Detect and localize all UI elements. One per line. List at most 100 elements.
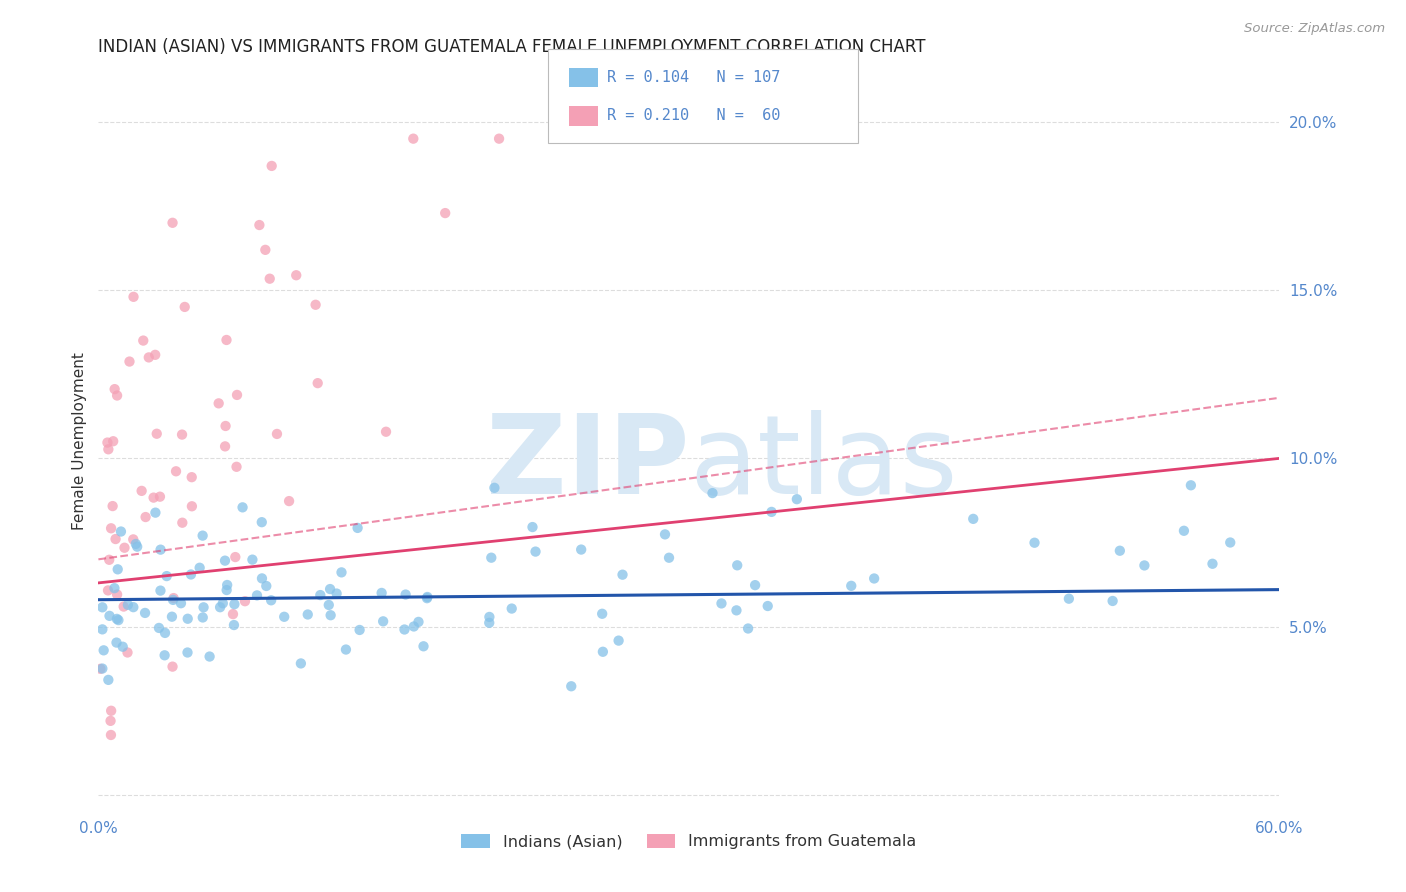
Point <box>285 268 308 283</box>
Point <box>259 271 281 285</box>
Point <box>408 615 430 629</box>
Point <box>416 591 439 606</box>
Point <box>402 619 425 633</box>
Point <box>211 596 233 610</box>
Point <box>250 515 273 529</box>
Point <box>125 537 148 551</box>
Point <box>176 646 198 660</box>
Point <box>266 426 288 441</box>
Point <box>224 550 246 565</box>
Point <box>110 524 132 539</box>
Point <box>1173 524 1195 538</box>
Point <box>153 648 176 663</box>
Point <box>111 640 134 654</box>
Point <box>522 520 544 534</box>
Point <box>170 596 193 610</box>
Point <box>97 442 120 457</box>
Y-axis label: Female Unemployment: Female Unemployment <box>72 352 87 531</box>
Point <box>304 298 326 312</box>
Point <box>217 578 239 592</box>
Text: ZIP: ZIP <box>485 410 689 517</box>
Point <box>479 550 502 565</box>
Point <box>434 206 457 220</box>
Point <box>224 597 246 611</box>
Point <box>117 598 139 612</box>
Point <box>744 578 766 592</box>
Point <box>1101 594 1123 608</box>
Point <box>273 609 295 624</box>
Point <box>370 586 392 600</box>
Point <box>478 610 501 624</box>
Point <box>138 351 160 365</box>
Point <box>122 600 145 615</box>
Point <box>98 608 121 623</box>
Point <box>149 490 172 504</box>
Point <box>1180 478 1202 492</box>
Point <box>215 333 238 347</box>
Point <box>702 486 724 500</box>
Point <box>225 459 247 474</box>
Point <box>569 542 592 557</box>
Point <box>250 571 273 585</box>
Point <box>412 640 434 654</box>
Point <box>307 376 329 391</box>
Point <box>612 567 634 582</box>
Point <box>149 542 172 557</box>
Point <box>658 550 681 565</box>
Point <box>180 500 202 514</box>
Text: atlas: atlas <box>689 410 957 517</box>
Point <box>156 569 179 583</box>
Point <box>97 583 120 598</box>
Point <box>103 581 125 595</box>
Point <box>100 728 122 742</box>
Point <box>98 553 121 567</box>
Point <box>122 533 145 547</box>
Point <box>319 582 342 596</box>
Text: INDIAN (ASIAN) VS IMMIGRANTS FROM GUATEMALA FEMALE UNEMPLOYMENT CORRELATION CHAR: INDIAN (ASIAN) VS IMMIGRANTS FROM GUATEM… <box>98 38 927 56</box>
Point <box>737 622 759 636</box>
Point <box>416 590 439 604</box>
Point <box>394 623 416 637</box>
Point <box>330 566 353 580</box>
Point <box>335 642 357 657</box>
Point <box>105 388 128 402</box>
Point <box>278 494 301 508</box>
Point <box>177 612 200 626</box>
Point <box>215 582 238 597</box>
Point <box>160 609 183 624</box>
Point <box>242 552 264 566</box>
Point <box>104 532 127 546</box>
Point <box>104 382 127 396</box>
Point <box>233 594 256 608</box>
Point <box>756 599 779 613</box>
Point <box>1201 557 1223 571</box>
Point <box>349 623 371 637</box>
Point <box>93 643 115 657</box>
Point <box>148 621 170 635</box>
Point <box>725 603 748 617</box>
Point <box>107 562 129 576</box>
Point <box>208 396 231 410</box>
Point <box>962 512 984 526</box>
Point <box>560 679 582 693</box>
Point <box>118 354 141 368</box>
Point <box>112 599 135 614</box>
Point <box>180 567 202 582</box>
Point <box>214 419 236 434</box>
Point <box>180 470 202 484</box>
Point <box>232 500 254 515</box>
Point <box>132 334 155 348</box>
Point <box>246 588 269 602</box>
Point <box>373 615 395 629</box>
Point <box>105 612 128 626</box>
Point <box>346 521 368 535</box>
Point <box>222 618 245 632</box>
Point <box>209 600 232 615</box>
Point <box>96 435 118 450</box>
Text: R = 0.210   N =  60: R = 0.210 N = 60 <box>607 108 780 123</box>
Point <box>142 491 165 505</box>
Point <box>710 596 733 610</box>
Point <box>247 218 270 232</box>
Point <box>191 528 214 542</box>
Point <box>297 607 319 622</box>
